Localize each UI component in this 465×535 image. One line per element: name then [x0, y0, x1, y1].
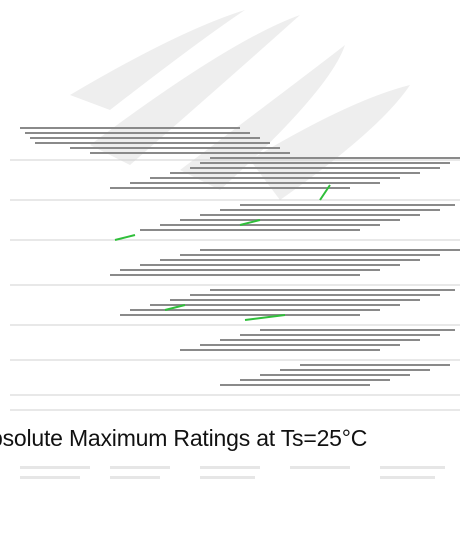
- faded-table-header: [20, 466, 445, 479]
- horizontal-rule-lines: [10, 159, 460, 411]
- green-accent-strokes: [114, 184, 331, 321]
- distorted-diagram-artwork: [10, 10, 460, 411]
- ratings-caption: bsolute Maximum Ratings at Ts=25°C: [0, 425, 368, 451]
- diagonal-stripe-bands: [20, 127, 460, 386]
- background-lobes: [70, 10, 410, 200]
